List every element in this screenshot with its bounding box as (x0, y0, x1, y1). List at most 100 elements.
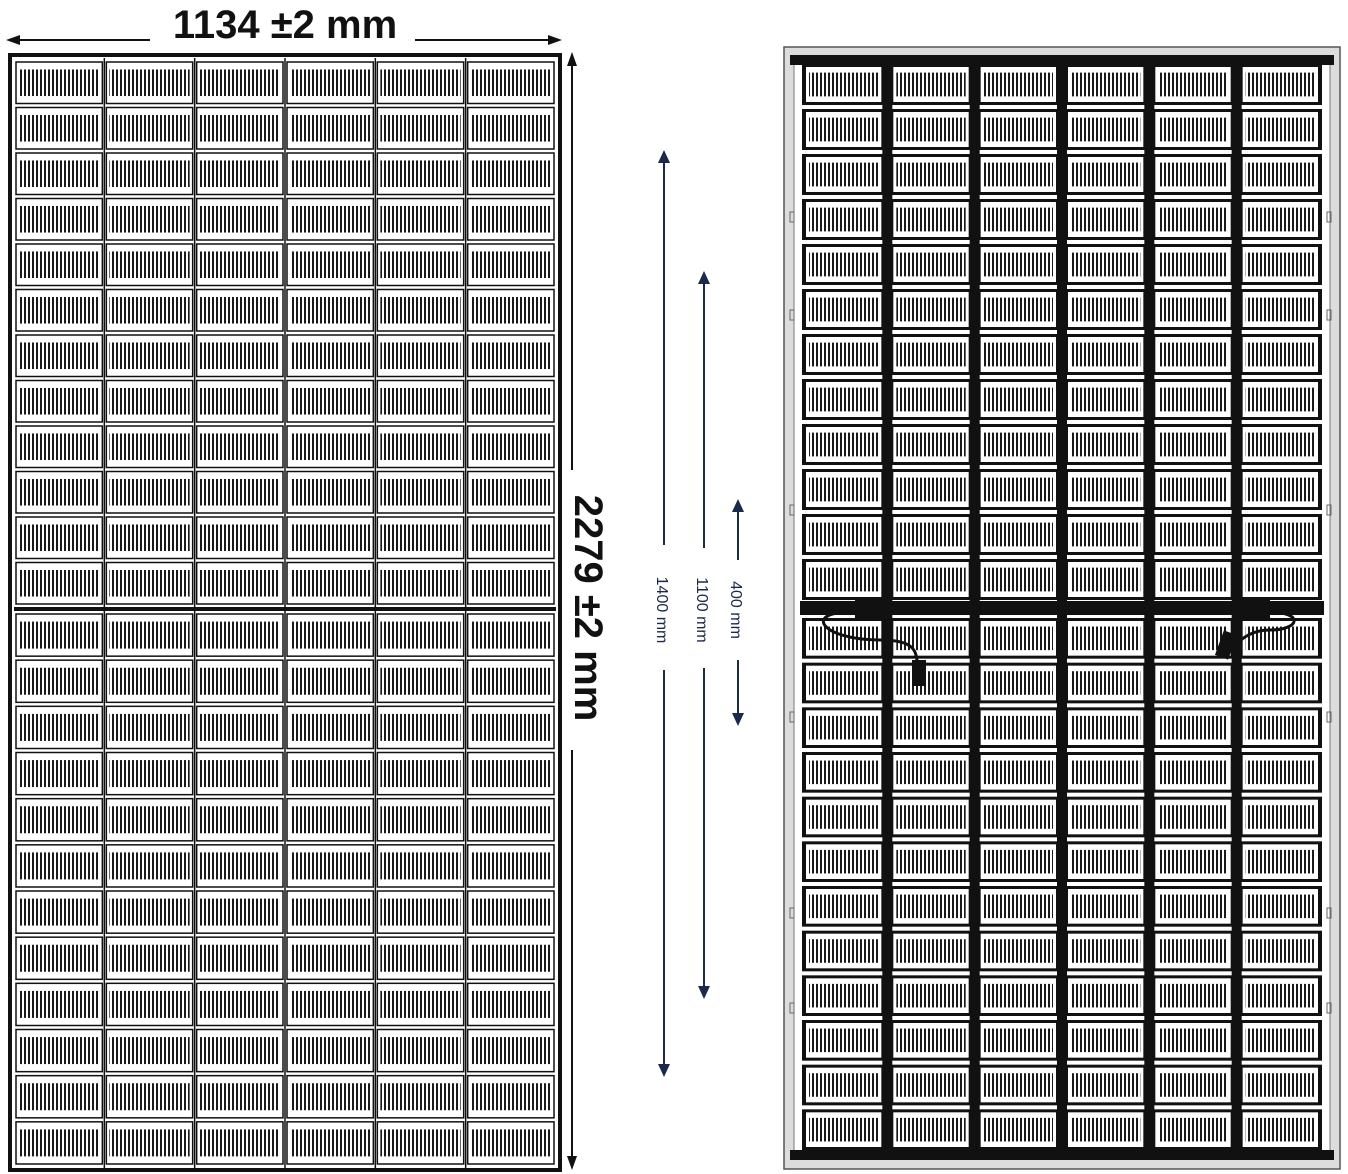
cell-busbars (470, 205, 551, 233)
cell-busbars (199, 852, 280, 880)
rear-cell-busbars (983, 207, 1053, 232)
cell-busbars (470, 69, 551, 97)
rear-cell-busbars (1245, 671, 1315, 695)
rear-cell-busbars (983, 849, 1053, 874)
cell-busbars (109, 1129, 190, 1157)
rear-cell-busbars (1245, 387, 1315, 412)
rear-cell-busbars (896, 117, 966, 142)
cell-busbars (19, 524, 100, 552)
rear-cell-busbars (896, 162, 966, 187)
rear-cell-busbars (809, 117, 879, 142)
rear-column-bar (969, 60, 980, 1155)
mounting-hole-icon (1326, 309, 1332, 321)
cell-busbars (19, 478, 100, 506)
cell-busbars (199, 478, 280, 506)
cell-busbars (380, 990, 461, 1018)
cell-busbars (470, 898, 551, 926)
cell-busbars (109, 69, 190, 97)
rear-cell-busbars (896, 207, 966, 232)
rear-cell-busbars (1158, 849, 1228, 874)
rear-cell-busbars (1245, 1073, 1315, 1097)
cell-busbars (19, 621, 100, 649)
rear-cell-busbars (1158, 72, 1228, 97)
rear-cell-busbars (983, 522, 1053, 547)
rear-cell-busbars (1071, 297, 1141, 322)
rear-cell-busbars (983, 939, 1053, 963)
cell-busbars (470, 621, 551, 649)
rear-panel (783, 46, 1341, 1170)
cell-busbars (199, 69, 280, 97)
cell-busbars (470, 296, 551, 324)
rear-cell-busbars (1071, 567, 1141, 592)
cell-busbars (109, 160, 190, 188)
rear-cell-busbars (1071, 671, 1141, 695)
cell-busbars (380, 251, 461, 279)
cell-busbars (19, 296, 100, 324)
arrow-up-icon (732, 499, 744, 512)
cell-busbars (109, 806, 190, 834)
cell-busbars (199, 1037, 280, 1065)
cell-busbars (19, 667, 100, 695)
cell-busbars (109, 387, 190, 415)
cell-busbars (109, 621, 190, 649)
rear-cell-busbars (983, 760, 1053, 785)
rear-cell-busbars (896, 1028, 966, 1053)
rear-cell-busbars (1158, 939, 1228, 963)
cell-busbars (19, 205, 100, 233)
front-panel-cells (15, 58, 555, 1168)
rear-cell-busbars (983, 432, 1053, 457)
cell-busbars (290, 114, 371, 142)
rear-cell-busbars (896, 849, 966, 874)
rear-cell-busbars (983, 626, 1053, 651)
mounting-hole-icon (1326, 1002, 1332, 1014)
mounting-hole-icon (1326, 211, 1332, 223)
cell-busbars (290, 569, 371, 597)
cell-busbars (109, 569, 190, 597)
rear-cell-busbars (1245, 894, 1315, 919)
rear-cell-busbars (1158, 1117, 1228, 1142)
cell-busbars (380, 296, 461, 324)
cell-busbars (380, 898, 461, 926)
rear-cell-busbars (896, 252, 966, 277)
cell-busbars (290, 852, 371, 880)
rear-cell-busbars (1245, 207, 1315, 232)
rear-cell-busbars (1071, 117, 1141, 142)
rear-column-bar (1144, 60, 1155, 1155)
rear-cell-busbars (1158, 626, 1228, 651)
cell-busbars (380, 524, 461, 552)
mounting-hole-icon (789, 211, 795, 223)
cell-busbars (199, 944, 280, 972)
rear-cell-busbars (809, 72, 879, 97)
rear-cell-busbars (809, 983, 879, 1008)
cell-busbars (109, 114, 190, 142)
rear-cell-busbars (1158, 1028, 1228, 1053)
rear-cell-busbars (809, 207, 879, 232)
cell-busbars (19, 806, 100, 834)
junction-box-right (1214, 598, 1296, 660)
rear-cell-busbars (1071, 432, 1141, 457)
cell-busbars (19, 433, 100, 461)
cell-busbars (380, 387, 461, 415)
rear-cell-busbars (1158, 297, 1228, 322)
rear-cell-busbars (1071, 162, 1141, 187)
rear-cell-busbars (896, 477, 966, 502)
cell-busbars (380, 667, 461, 695)
connector-right-icon (1214, 630, 1238, 660)
cell-busbars (109, 524, 190, 552)
rear-cell-busbars (896, 805, 966, 829)
cell-busbars (199, 713, 280, 741)
rear-cell-busbars (1245, 72, 1315, 97)
rear-cell-busbars (1071, 983, 1141, 1008)
junction-box-left (822, 598, 926, 686)
rear-cell-busbars (983, 477, 1053, 502)
cell-busbars (290, 713, 371, 741)
cell-busbars (19, 760, 100, 788)
cell-busbars (470, 806, 551, 834)
cell-busbars (19, 251, 100, 279)
rear-cell-busbars (1158, 387, 1228, 412)
rear-cell-busbars (1158, 715, 1228, 740)
cell-busbars (290, 342, 371, 370)
height-arrow-top-icon (567, 52, 577, 66)
rear-cell-busbars (1245, 252, 1315, 277)
rear-cell-busbars (1071, 477, 1141, 502)
